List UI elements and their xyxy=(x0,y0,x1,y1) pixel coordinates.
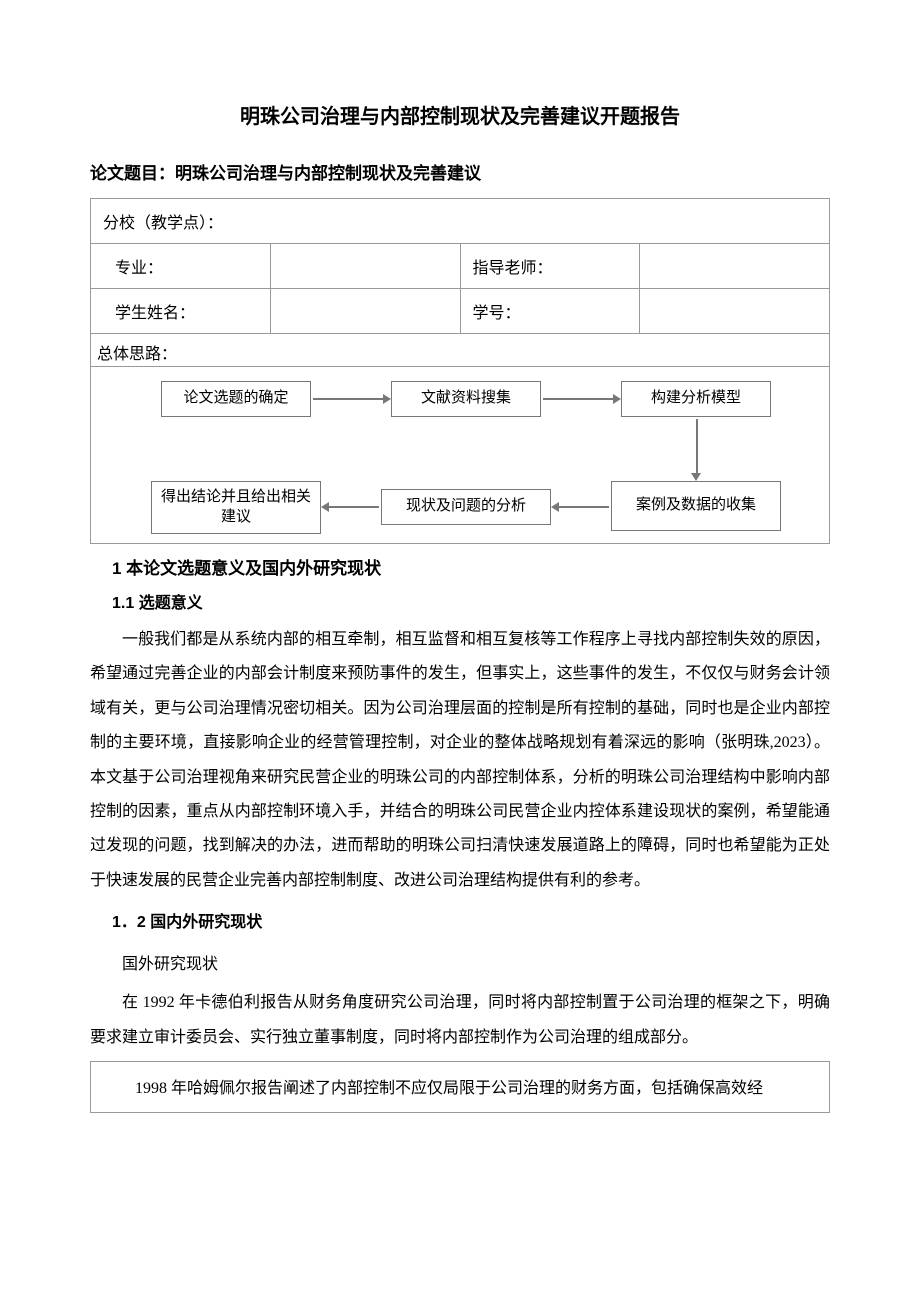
advisor-value xyxy=(640,244,830,289)
topic-value: 明珠公司治理与内部控制现状及完善建议 xyxy=(175,164,481,183)
topic-line: 论文题目：明珠公司治理与内部控制现状及完善建议 xyxy=(90,159,830,184)
paragraph-hampel: 1998 年哈姆佩尔报告阐述了内部控制不应仅局限于公司治理的财务方面，包括确保高… xyxy=(103,1072,817,1106)
flowchart-container: 论文选题的确定 文献资料搜集 构建分析模型得出结论并且给出相关建议 现状及问题的分析 案… xyxy=(90,367,830,544)
paragraph-meaning: 一般我们都是从系统内部的相互牵制，相互监督和相互复核等工作程序上寻找内部控制失效… xyxy=(90,623,830,898)
arrow-head-icon xyxy=(691,473,701,481)
flow-arrow xyxy=(559,506,609,508)
section-1-1-heading: 1.1 选题意义 xyxy=(112,589,830,613)
flow-arrow xyxy=(543,398,613,400)
boxed-paragraph: 1998 年哈姆佩尔报告阐述了内部控制不应仅局限于公司治理的财务方面，包括确保高… xyxy=(90,1061,830,1113)
branch-label: 分校（教学点）： xyxy=(91,199,830,244)
id-label: 学号： xyxy=(460,289,640,334)
name-label: 学生姓名： xyxy=(91,289,271,334)
flow-node: 构建分析模型 xyxy=(621,381,771,417)
flow-node: 现状及问题的分析 xyxy=(381,489,551,525)
flow-node: 论文选题的确定 xyxy=(161,381,311,417)
name-value xyxy=(270,289,460,334)
topic-label: 论文题目： xyxy=(90,164,175,183)
doc-title: 明珠公司治理与内部控制现状及完善建议开题报告 xyxy=(90,100,830,129)
flow-arrow xyxy=(696,419,698,475)
section-1-heading: 1 本论文选题意义及国内外研究现状 xyxy=(112,554,830,579)
arrow-head-icon xyxy=(613,394,621,404)
flow-node: 文献资料搜集 xyxy=(391,381,541,417)
flow-arrow xyxy=(329,506,379,508)
arrow-head-icon xyxy=(383,394,391,404)
id-value xyxy=(640,289,830,334)
flow-node: 得出结论并且给出相关建议 xyxy=(151,481,321,534)
section-1-2-heading: 1．2 国内外研究现状 xyxy=(112,908,830,932)
flow-node: 案例及数据的收集 xyxy=(611,481,781,531)
flowchart: 论文选题的确定 文献资料搜集 构建分析模型得出结论并且给出相关建议 现状及问题的分析 案… xyxy=(121,381,819,541)
paragraph-cadbury: 在 1992 年卡德伯利报告从财务角度研究公司治理，同时将内部控制置于公司治理的… xyxy=(90,986,830,1055)
info-table: 分校（教学点）： 专业： 指导老师： 学生姓名： 学号： xyxy=(90,198,830,334)
flow-arrow xyxy=(313,398,383,400)
major-label: 专业： xyxy=(91,244,271,289)
outline-label: 总体思路： xyxy=(90,334,830,367)
arrow-head-icon xyxy=(551,502,559,512)
advisor-label: 指导老师： xyxy=(460,244,640,289)
major-value xyxy=(270,244,460,289)
arrow-head-icon xyxy=(321,502,329,512)
subhead-foreign: 国外研究现状 xyxy=(90,950,830,974)
